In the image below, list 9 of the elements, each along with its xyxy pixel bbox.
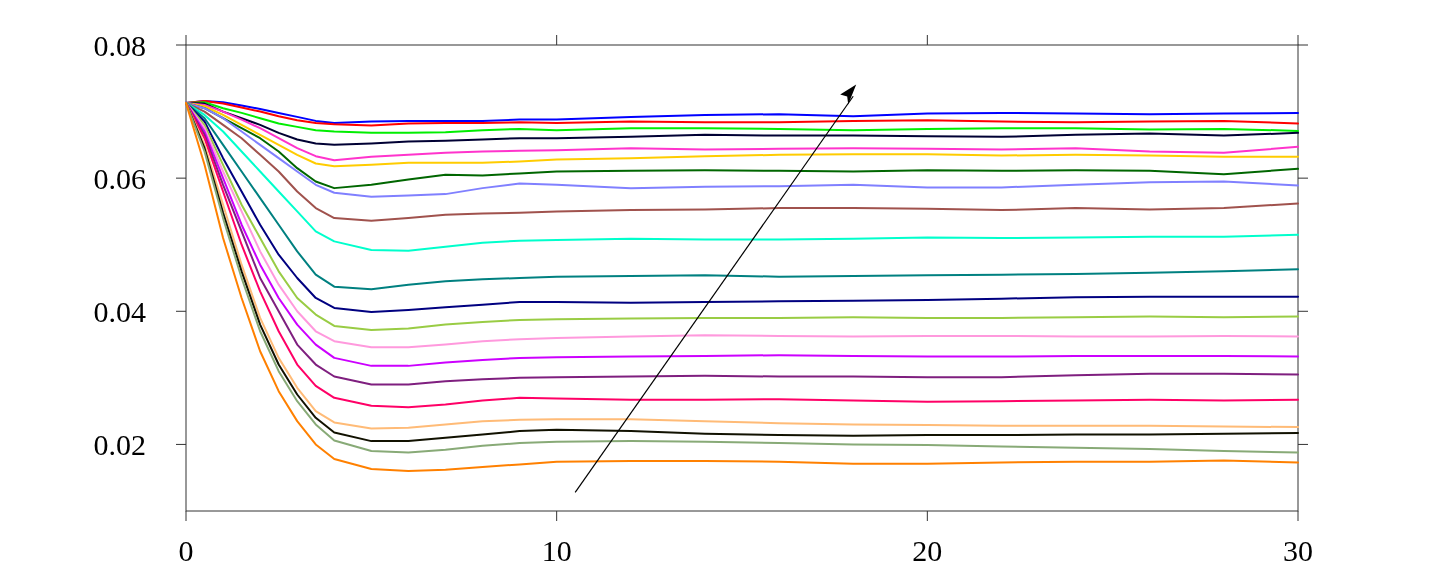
x-tick-label: 20 [912, 534, 943, 567]
y-tick-label: 0.04 [93, 294, 146, 328]
x-tick-label: 30 [1283, 534, 1313, 567]
y-tick-label: 0.08 [93, 28, 146, 62]
line-series [185, 101, 1299, 252]
x-tick-label: 10 [541, 534, 572, 567]
x-tick-label: 0 [178, 534, 194, 567]
y-tick-label: 0.02 [93, 427, 146, 461]
y-tick-label: 0.06 [93, 161, 146, 195]
